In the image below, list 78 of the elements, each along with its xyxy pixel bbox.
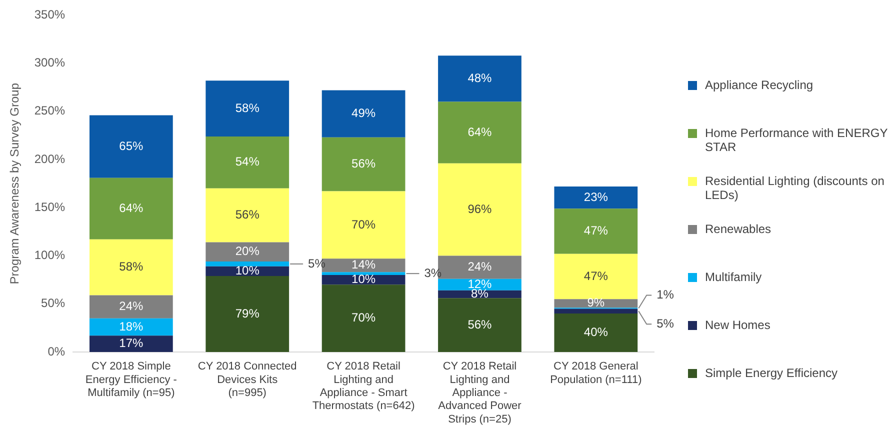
- data-label: 58%: [119, 260, 144, 274]
- bar: [89, 318, 173, 336]
- data-label: 47%: [584, 224, 608, 238]
- bar: [89, 336, 173, 352]
- legend-label: Simple Energy Efficiency: [705, 366, 838, 380]
- bar: [206, 136, 290, 188]
- legend-label: Renewables: [705, 222, 772, 236]
- bar: [206, 242, 290, 262]
- data-label: 64%: [119, 200, 144, 215]
- data-label: 24%: [119, 299, 144, 314]
- data-label: 56%: [352, 156, 376, 171]
- data-label: 64%: [468, 124, 492, 139]
- y-axis-title: Program Awareness by Survey Group: [8, 82, 22, 284]
- y-tick-label: 350%: [34, 8, 66, 22]
- data-label: 10%: [235, 263, 260, 278]
- data-label: 5%: [656, 316, 674, 330]
- data-label: 56%: [235, 208, 260, 222]
- y-tick-label: 300%: [34, 56, 66, 70]
- bar: [322, 284, 406, 352]
- data-label: 47%: [584, 268, 608, 283]
- x-tick-label: CY 2018 Connected Devices Kits (n=995): [198, 360, 297, 400]
- data-label: 40%: [584, 325, 608, 340]
- data-label: 79%: [235, 306, 260, 320]
- bar: [89, 115, 173, 178]
- data-label: 65%: [119, 138, 144, 153]
- data-label: 14%: [352, 258, 376, 272]
- legend-label: Residential Lighting (discounts on LEDs): [705, 174, 886, 202]
- bar: [89, 178, 173, 240]
- data-label: 23%: [584, 190, 608, 204]
- data-label: 96%: [468, 202, 492, 216]
- data-label: 18%: [119, 319, 144, 334]
- data-label: 17%: [119, 336, 144, 350]
- data-label: 1%: [656, 288, 674, 302]
- bar: [438, 102, 522, 164]
- y-tick-label: 150%: [34, 200, 66, 214]
- bar: [322, 272, 406, 276]
- bar: [554, 254, 638, 300]
- bar: [554, 186, 638, 209]
- bar: [438, 56, 522, 102]
- bar: [206, 188, 290, 242]
- data-label: 70%: [352, 217, 376, 232]
- data-label: 20%: [235, 244, 260, 258]
- y-tick-label: 200%: [34, 152, 66, 166]
- y-tick-label: 100%: [34, 248, 66, 262]
- bar: [206, 262, 290, 266]
- bar: [206, 80, 290, 136]
- bar: [438, 163, 522, 256]
- x-tick-label: CY 2018 General Population (n=111): [550, 360, 642, 386]
- bar: [322, 90, 406, 138]
- data-label: 10%: [352, 272, 376, 286]
- bar: [89, 295, 173, 318]
- y-tick-label: 50%: [41, 296, 66, 310]
- legend-label: Appliance Recycling: [705, 78, 814, 92]
- data-label: 8%: [471, 286, 489, 301]
- data-label: 70%: [352, 310, 376, 325]
- bar: [554, 308, 638, 314]
- bar: [322, 191, 406, 259]
- bar: [206, 276, 290, 352]
- data-label: 49%: [352, 106, 376, 120]
- x-tick-label: CY 2018 Simple Energy Efficiency - Multifamily (n=95): [85, 360, 178, 400]
- bar: [89, 239, 173, 296]
- y-tick-label: 0%: [48, 344, 66, 358]
- x-tick-label: CY 2018 Retail Lighting and Appliance - Advanced Power Strips (n=25): [438, 360, 522, 426]
- legend-label: Home Performance with ENERGY STAR: [705, 126, 889, 154]
- data-label: 9%: [587, 296, 605, 310]
- y-tick-label: 250%: [34, 104, 66, 118]
- x-tick-label: CY 2018 Retail Lighting and Appliance - Smart Thermostats (n=642): [312, 360, 415, 412]
- bar: [322, 137, 406, 192]
- bar: [554, 314, 638, 352]
- data-label: 24%: [468, 260, 492, 274]
- legend-label: New Homes: [705, 318, 770, 332]
- data-label: 56%: [468, 317, 492, 332]
- legend-label: Multifamily: [705, 270, 762, 284]
- bar: [554, 208, 638, 254]
- bar: [438, 298, 522, 352]
- data-label: 58%: [235, 100, 260, 115]
- data-label: 54%: [235, 154, 260, 169]
- data-label: 48%: [468, 71, 492, 86]
